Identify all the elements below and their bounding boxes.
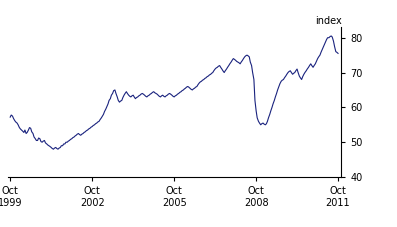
Text: index: index [315, 16, 341, 26]
